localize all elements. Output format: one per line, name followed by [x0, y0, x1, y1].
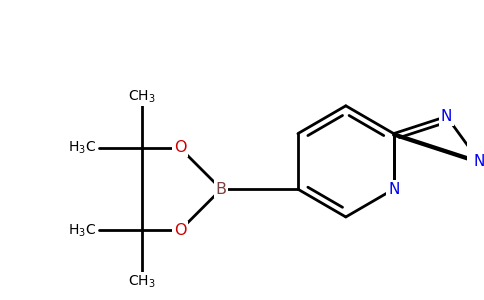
Text: O: O: [174, 223, 186, 238]
Text: B: B: [216, 182, 227, 197]
Text: N: N: [473, 154, 484, 169]
Text: H$_3$C: H$_3$C: [68, 222, 96, 239]
Text: CH$_3$: CH$_3$: [128, 274, 155, 290]
Text: O: O: [174, 140, 186, 155]
Text: N: N: [388, 182, 399, 197]
Text: N: N: [441, 109, 452, 124]
Text: CH$_3$: CH$_3$: [128, 88, 155, 105]
Text: H$_3$C: H$_3$C: [68, 140, 96, 156]
